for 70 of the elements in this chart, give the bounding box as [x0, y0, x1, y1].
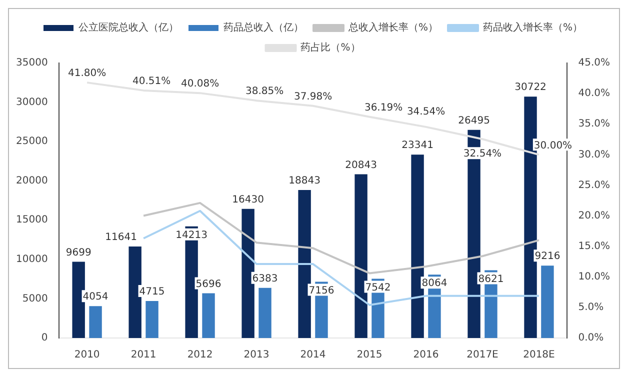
bar — [411, 154, 424, 338]
x-tick-label: 2010 — [74, 350, 100, 361]
x-tick-label: 2016 — [413, 350, 439, 361]
data-label: 11641 — [105, 232, 137, 244]
data-label: 32.54% — [463, 148, 502, 160]
data-label: 7542 — [365, 282, 391, 294]
data-label: 23341 — [402, 140, 434, 152]
data-label: 14213 — [176, 230, 208, 241]
y2-tick-label: 10.0% — [578, 271, 610, 282]
y2-tick-label: 15.0% — [578, 240, 610, 252]
y2-tick-label: 25.0% — [578, 180, 610, 191]
legend-label: 药品收入增长率（%） — [483, 22, 583, 34]
data-label: 41.80% — [68, 68, 106, 80]
y-tick-label: 30000 — [16, 96, 48, 108]
y2-tick-label: 35.0% — [578, 118, 610, 130]
x-tick-label: 2014 — [300, 350, 326, 361]
bar — [128, 246, 142, 338]
data-label: 4715 — [139, 286, 165, 298]
data-label: 34.54% — [406, 106, 446, 118]
y2-tick-label: 30.0% — [578, 149, 610, 160]
bar — [72, 262, 85, 338]
bar — [89, 306, 102, 338]
data-label: 30722 — [514, 82, 546, 94]
x-tick-label: 2018E — [523, 350, 555, 361]
data-label: 8621 — [478, 274, 504, 285]
data-label: 40.08% — [180, 78, 220, 90]
y-tick-label: 10000 — [16, 254, 48, 266]
data-label: 30.00% — [534, 140, 572, 152]
data-label: 38.85% — [245, 86, 284, 98]
y-tick-label: 5000 — [22, 293, 48, 304]
y2-tick-label: 20.0% — [578, 210, 610, 222]
bar — [146, 300, 158, 338]
bar — [298, 190, 311, 338]
data-label: 9216 — [534, 251, 560, 262]
data-label: 7156 — [308, 285, 334, 296]
legend-label: 总收入增长率（%） — [348, 22, 438, 34]
data-label: 37.98% — [294, 91, 332, 102]
bar — [242, 208, 254, 338]
legend-label: 公立医院总收入（亿） — [78, 22, 178, 34]
data-label: 6383 — [252, 273, 278, 284]
data-label: 26495 — [458, 115, 490, 126]
y2-tick-label: 45.0% — [578, 58, 610, 69]
x-tick-label: 2012 — [187, 350, 213, 361]
data-label: 4054 — [82, 292, 108, 303]
bar — [202, 293, 215, 338]
bar — [354, 174, 368, 338]
x-tick-label: 2017E — [466, 350, 498, 361]
x-tick-label: 2011 — [130, 350, 156, 361]
y2-tick-label: 40.0% — [578, 88, 610, 100]
data-label: 8064 — [422, 278, 448, 290]
data-label: 9699 — [66, 247, 92, 258]
y-tick-label: 25000 — [16, 136, 48, 148]
data-label: 16430 — [232, 194, 264, 206]
legend-label: 药占比（%） — [300, 42, 360, 54]
x-tick-label: 2015 — [356, 350, 382, 361]
y2-tick-label: 5.0% — [578, 302, 604, 314]
y-tick-label: 0 — [41, 332, 48, 344]
data-label: 20843 — [345, 160, 377, 171]
data-label: 5696 — [196, 278, 222, 290]
data-label: 40.51% — [132, 76, 171, 88]
x-tick-label: 2013 — [244, 350, 270, 361]
bar — [541, 266, 554, 338]
y-tick-label: 20000 — [16, 175, 48, 186]
y-tick-label: 35000 — [16, 58, 48, 69]
y-tick-label: 15000 — [16, 214, 48, 226]
bar — [258, 288, 272, 338]
data-label: 18843 — [288, 176, 320, 187]
legend-label: 药品总收入（亿） — [224, 22, 304, 34]
y2-tick-label: 0.0% — [578, 332, 604, 344]
data-label: 36.19% — [364, 102, 403, 114]
